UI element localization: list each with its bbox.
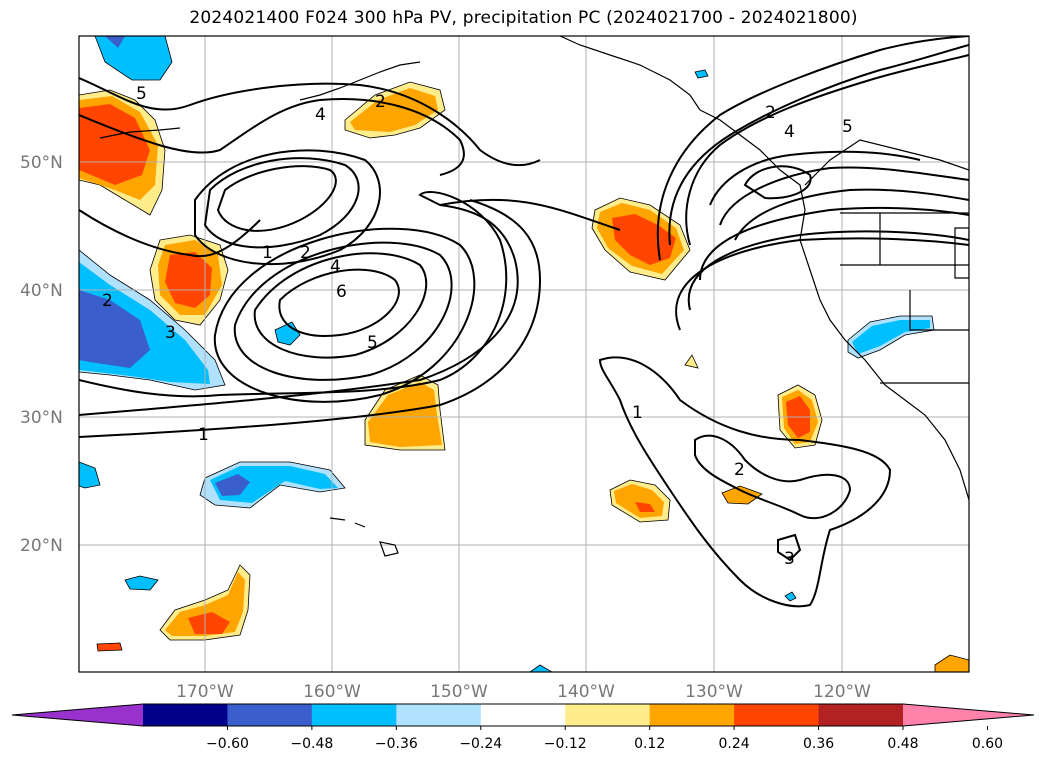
contour-label: 2 (102, 291, 113, 311)
colorbar-tick-label: −0.24 (459, 736, 502, 752)
colorbar-tick-label: 0.60 (972, 736, 1003, 752)
lat-label: 20°N (20, 536, 63, 556)
latitude-labels: 50°N 40°N 30°N 20°N (20, 153, 63, 556)
precip-neg-nw (94, 36, 173, 81)
contour-label: 3 (165, 323, 176, 343)
colorbar-tick-label: −0.36 (375, 736, 418, 752)
contour-label: 4 (330, 257, 341, 277)
precip-shading (79, 36, 969, 672)
contour-label: 2 (375, 92, 386, 112)
contour-label: 5 (136, 84, 147, 104)
coastlines (99, 36, 969, 557)
contour-label: 1 (198, 425, 209, 445)
contour-label: 5 (367, 333, 378, 353)
colorbar-segment (227, 704, 313, 726)
lon-label: 150°W (430, 682, 488, 702)
contour-label: 1 (632, 403, 643, 423)
colorbar-tick-label: 0.12 (634, 736, 665, 752)
colorbar-segment (818, 704, 904, 726)
map-title: 2024021400 F024 300 hPa PV, precipitatio… (189, 8, 858, 28)
colorbar-segment (396, 704, 482, 726)
contour-label: 4 (784, 122, 795, 142)
colorbar-tick-label: 0.24 (719, 736, 750, 752)
contour-label: 2 (765, 103, 776, 123)
colorbar-tick-label: 0.48 (887, 736, 918, 752)
colorbar: −0.60 −0.48 −0.36 −0.24 −0.12 0.12 0.24 0.36 0.4… (11, 703, 1035, 752)
colorbar-tick-label: −0.12 (544, 736, 587, 752)
colorbar-segment (480, 704, 566, 726)
lon-label: 140°W (557, 682, 615, 702)
lon-label: 170°W (176, 682, 234, 702)
graticule (79, 36, 969, 672)
colorbar-extend-low (12, 704, 143, 726)
contour-label: 4 (315, 105, 326, 125)
contour-labels: 5 4 2 1 2 4 6 5 3 2 1 1 2 3 2 4 5 (102, 84, 853, 569)
pv-contours (79, 36, 969, 608)
contour-label: 1 (262, 243, 273, 263)
colorbar-segment (734, 704, 820, 726)
contour-label: 6 (336, 282, 347, 302)
lon-label: 160°W (303, 682, 361, 702)
contour-label: 5 (842, 117, 853, 137)
lon-label: 120°W (813, 682, 871, 702)
lat-label: 50°N (20, 153, 63, 173)
colorbar-outline (11, 703, 1035, 727)
colorbar-extend-high (903, 704, 1034, 726)
map-frame (78, 35, 970, 673)
colorbar-segment (565, 704, 651, 726)
colorbar-segment (649, 704, 735, 726)
lat-label: 30°N (20, 408, 63, 428)
contour-label: 2 (734, 460, 745, 480)
colorbar-tick-label: −0.48 (290, 736, 333, 752)
colorbar-tick-label: −0.60 (206, 736, 249, 752)
contour-label: 2 (300, 243, 311, 263)
colorbar-segment (311, 704, 397, 726)
map-area (79, 36, 969, 672)
lon-label: 130°W (685, 682, 743, 702)
colorbar-segment (143, 704, 228, 726)
longitude-labels: 170°W 160°W 150°W 140°W 130°W 120°W (176, 682, 871, 702)
colorbar-tick-label: 0.36 (803, 736, 834, 752)
contour-label: 3 (784, 549, 795, 569)
lat-label: 40°N (20, 281, 63, 301)
